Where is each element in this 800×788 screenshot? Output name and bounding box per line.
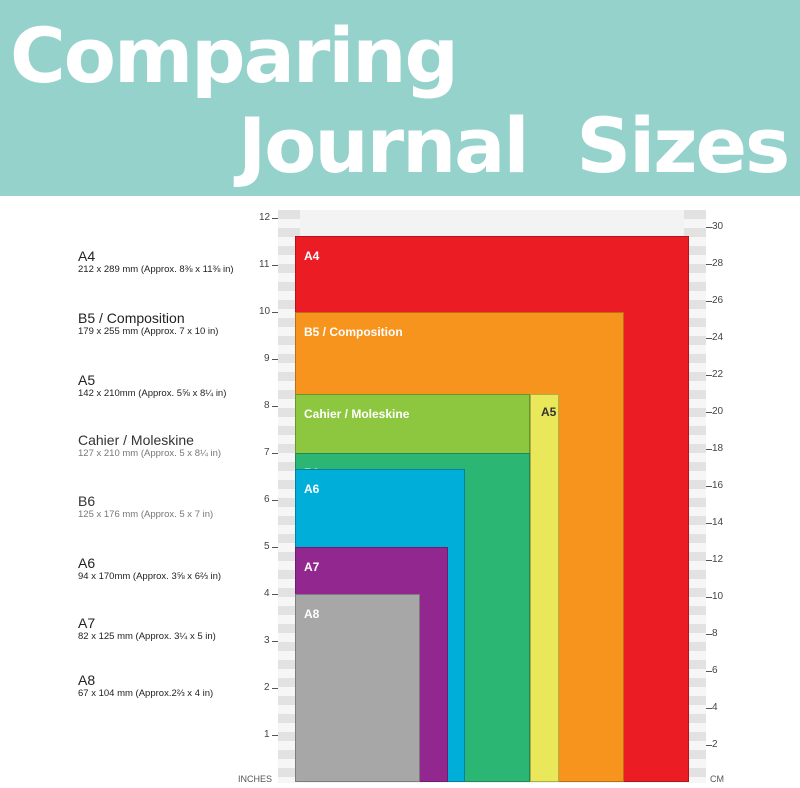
legend-name: Cahier / Moleskine — [78, 432, 194, 448]
legend-dims: 125 x 176 mm (Approx. 5 x 7 in) — [78, 509, 214, 520]
inch-tick — [272, 453, 278, 454]
legend-name: B5 / Composition — [78, 310, 185, 326]
legend-name: A6 — [78, 555, 96, 571]
cm-tick-label: 6 — [712, 664, 718, 676]
legend-dims: 82 x 125 mm (Approx. 3¼ x 5 in) — [78, 631, 216, 642]
inch-tick-label: 4 — [264, 588, 270, 599]
legend-name: A8 — [78, 672, 96, 688]
paper-rect-label: A4 — [304, 248, 320, 263]
legend-name: A4 — [78, 248, 96, 264]
inch-tick-label: 3 — [264, 635, 270, 646]
inch-ruler — [278, 210, 300, 783]
cm-tick — [706, 485, 712, 487]
inch-tick-label: 12 — [259, 212, 271, 223]
cm-tick-label: 16 — [712, 479, 724, 491]
cm-tick — [706, 374, 712, 376]
title-banner: Comparing Journal Sizes — [0, 0, 800, 196]
legend-dims: 127 x 210 mm (Approx. 5 x 8¼ in) — [78, 448, 222, 459]
cm-tick-label: 10 — [712, 590, 724, 602]
paper-rect-a5: A5 — [530, 394, 560, 782]
cm-tick-label: 12 — [712, 553, 724, 565]
cm-tick-label: 4 — [712, 701, 718, 713]
inch-tick-label: 1 — [264, 729, 270, 740]
legend-item-a7: A7 82 x 125 mm (Approx. 3¼ x 5 in) — [78, 615, 216, 643]
inch-tick — [272, 218, 278, 219]
cm-tick-label: 18 — [712, 442, 724, 454]
paper-rect-a8: A8 — [295, 594, 421, 782]
legend-item-b5: B5 / Composition 179 x 255 mm (Approx. 7… — [78, 310, 218, 338]
cm-tick-label: 20 — [712, 405, 724, 417]
cm-tick — [706, 559, 712, 561]
title-line-2: Journal Sizes — [238, 101, 790, 190]
inch-tick-label: 5 — [264, 541, 270, 552]
legend-item-a8: A8 67 x 104 mm (Approx.2⅔ x 4 in) — [78, 672, 213, 700]
inch-tick — [272, 312, 278, 313]
cm-ruler — [684, 210, 706, 783]
legend-dims: 67 x 104 mm (Approx.2⅔ x 4 in) — [78, 688, 214, 699]
cm-tick — [706, 226, 712, 228]
legend-item-b6: B6 125 x 176 mm (Approx. 5 x 7 in) — [78, 493, 213, 521]
cm-tick — [706, 522, 712, 524]
inch-tick — [272, 547, 278, 548]
legend-dims: 94 x 170mm (Approx. 3⅝ x 6⅔ in) — [78, 571, 222, 582]
cm-tick — [706, 596, 712, 598]
cm-tick-label: 14 — [712, 516, 724, 528]
cm-tick-label: 30 — [712, 220, 724, 232]
inch-tick — [272, 359, 278, 360]
cm-tick — [706, 263, 712, 265]
inch-tick-label: 6 — [264, 494, 270, 505]
legend-name: A5 — [78, 372, 96, 388]
cm-tick — [706, 411, 712, 413]
legend-dims: 212 x 289 mm (Approx. 8⅜ x 11⅜ in) — [78, 264, 234, 275]
legend-item-cahier: Cahier / Moleskine 127 x 210 mm (Approx.… — [78, 432, 221, 460]
inch-tick — [272, 688, 278, 689]
paper-rect-label: A5 — [541, 405, 557, 420]
paper-rect-label: A7 — [304, 560, 320, 574]
cm-tick — [706, 670, 712, 672]
legend-dims: 142 x 210mm (Approx. 5⅝ x 8¼ in) — [78, 388, 227, 399]
cm-tick — [706, 337, 712, 339]
paper-rect-label: B5 / Composition — [304, 325, 403, 339]
inch-tick — [272, 594, 278, 595]
inch-tick-label: 8 — [264, 400, 270, 411]
legend-name: B6 — [78, 493, 96, 509]
legend-item-a6: A6 94 x 170mm (Approx. 3⅝ x 6⅔ in) — [78, 555, 221, 583]
inch-tick — [272, 500, 278, 501]
cm-tick — [706, 633, 712, 635]
cm-unit-label: CM — [710, 774, 724, 784]
inch-tick — [272, 735, 278, 736]
cm-tick — [706, 707, 712, 709]
inch-tick — [272, 265, 278, 266]
inch-tick-label: 10 — [259, 306, 271, 317]
paper-rect-label: Cahier / Moleskine — [304, 407, 410, 422]
inch-tick-label: 2 — [264, 682, 270, 693]
inch-tick-label: 7 — [264, 447, 270, 458]
cm-tick-label: 28 — [712, 257, 724, 269]
legend-item-a5: A5 142 x 210mm (Approx. 5⅝ x 8¼ in) — [78, 372, 226, 400]
paper-rect-label: A8 — [304, 607, 320, 621]
inch-tick — [272, 406, 278, 407]
cm-tick — [706, 448, 712, 450]
cm-tick-label: 2 — [712, 738, 718, 750]
cm-tick-label: 8 — [712, 627, 718, 639]
cm-tick-label: 22 — [712, 368, 724, 380]
legend-name: A7 — [78, 615, 96, 631]
cm-tick — [706, 744, 712, 746]
legend-item-a4: A4 212 x 289 mm (Approx. 8⅜ x 11⅜ in) — [78, 248, 234, 276]
inch-tick-label: 11 — [259, 259, 270, 270]
cm-tick-label: 24 — [712, 331, 724, 343]
cm-tick — [706, 300, 712, 302]
title-line-1: Comparing — [10, 11, 459, 100]
paper-rect-label: A6 — [304, 481, 320, 496]
cm-tick-label: 26 — [712, 294, 724, 306]
inch-tick — [272, 641, 278, 642]
inch-tick-label: 9 — [264, 353, 270, 364]
inches-unit-label: INCHES — [238, 774, 273, 784]
legend-dims: 179 x 255 mm (Approx. 7 x 10 in) — [78, 326, 219, 337]
